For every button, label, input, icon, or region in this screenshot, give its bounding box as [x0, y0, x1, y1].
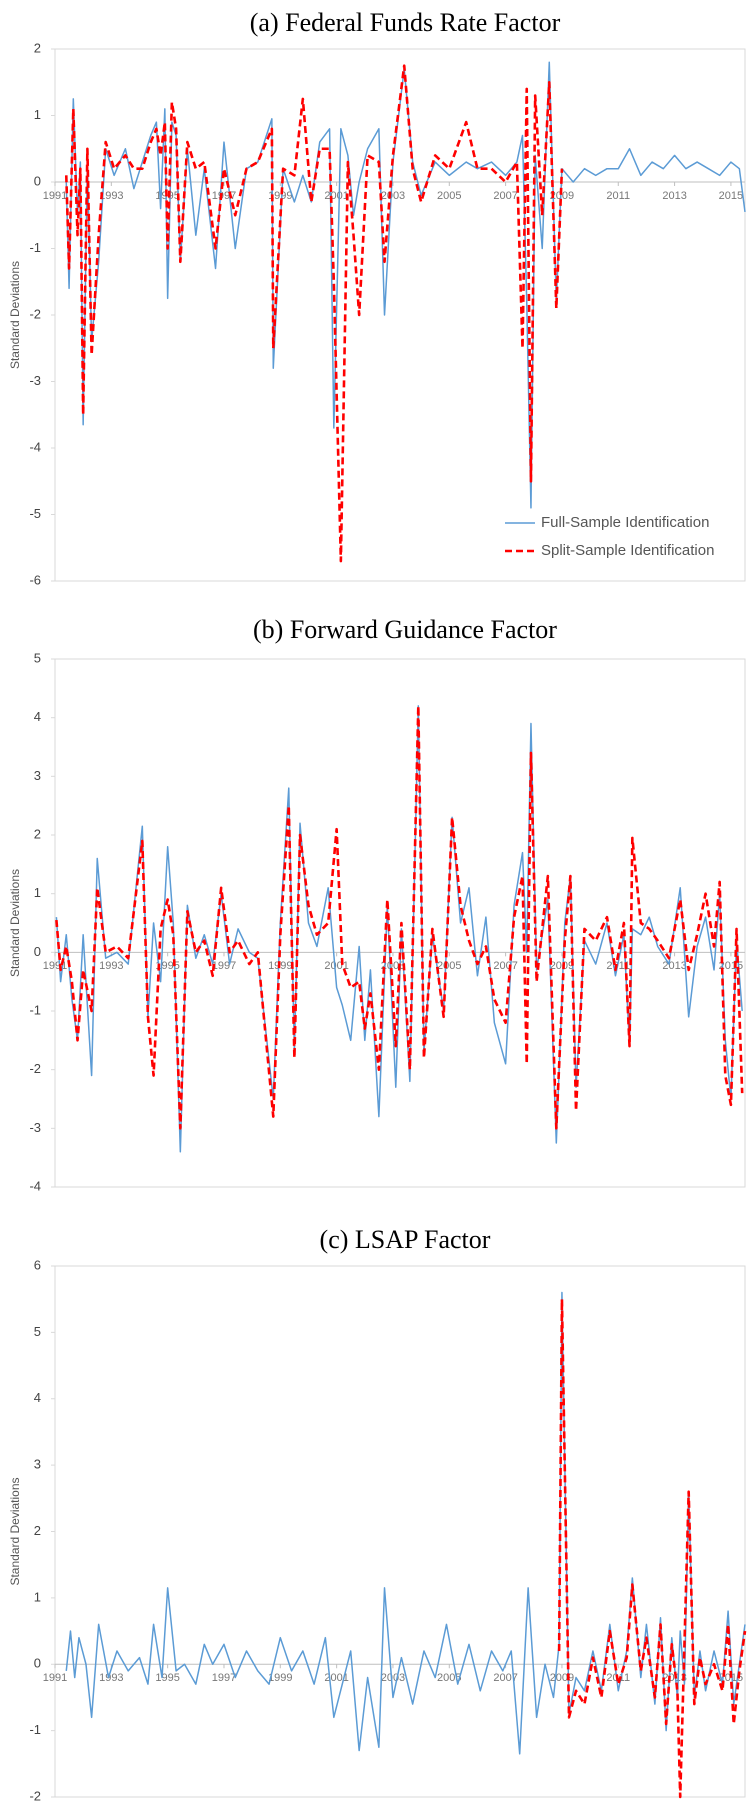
- x-tick-label: 1999: [268, 190, 292, 202]
- y-tick-label: -2: [29, 1788, 41, 1803]
- x-tick-label: 2003: [381, 190, 405, 202]
- x-tick-label: 2007: [493, 960, 517, 972]
- y-tick-label: 6: [34, 1257, 41, 1272]
- chart-title: (a) Federal Funds Rate Factor: [250, 8, 561, 37]
- x-tick-label: 2009: [550, 190, 574, 202]
- series-line: [55, 705, 743, 1153]
- y-tick-label: 5: [34, 1324, 41, 1339]
- x-tick-label: 1997: [212, 1672, 236, 1684]
- x-tick-label: 1993: [99, 1672, 123, 1684]
- x-tick-label: 1993: [99, 190, 123, 202]
- y-tick-label: 2: [34, 1523, 41, 1538]
- y-tick-label: 1: [34, 885, 41, 900]
- y-tick-label: -4: [29, 439, 41, 454]
- series-line: [65, 61, 746, 509]
- x-tick-label: 1993: [99, 960, 123, 972]
- y-axis-label: Standard Deviations: [8, 1477, 22, 1585]
- series-line: [65, 1291, 746, 1755]
- x-tick-label: 2007: [493, 190, 517, 202]
- y-tick-label: 3: [34, 1457, 41, 1472]
- plot-frame: [54, 48, 746, 582]
- y-tick-label: -2: [29, 1061, 41, 1076]
- y-tick-label: -3: [29, 373, 41, 388]
- chart-panel: (a) Federal Funds Rate Factor Standard De…: [8, 8, 746, 587]
- y-tick-label: 2: [34, 40, 41, 55]
- x-tick-label: 1991: [43, 1672, 67, 1684]
- series-line: [557, 1297, 747, 1799]
- x-tick-label: 2013: [662, 190, 686, 202]
- y-axis-label: Standard Deviations: [8, 869, 22, 977]
- y-tick-label: 1: [34, 1589, 41, 1604]
- y-tick-label: -3: [29, 1120, 41, 1135]
- y-tick-label: 0: [34, 1656, 41, 1671]
- y-axis-label: Standard Deviations: [8, 261, 22, 369]
- y-tick-label: -4: [29, 1178, 41, 1193]
- chart-panel: (b) Forward Guidance Factor Standard Devi…: [8, 615, 746, 1193]
- chart-title: (b) Forward Guidance Factor: [253, 615, 557, 644]
- y-tick-label: -6: [29, 572, 41, 587]
- x-tick-label: 1997: [212, 190, 236, 202]
- plot-frame: [54, 1265, 746, 1798]
- x-tick-label: 2011: [606, 960, 630, 972]
- y-tick-label: 2: [34, 826, 41, 841]
- x-tick-label: 1999: [268, 1672, 292, 1684]
- y-tick-label: 5: [34, 650, 41, 665]
- x-tick-label: 2005: [437, 960, 461, 972]
- y-tick-label: 4: [34, 709, 41, 724]
- y-tick-label: -1: [29, 1722, 41, 1737]
- plot-frame: [54, 658, 746, 1188]
- x-tick-label: 2009: [550, 960, 574, 972]
- x-tick-label: 2005: [437, 190, 461, 202]
- y-tick-label: -1: [29, 1002, 41, 1017]
- legend-label: Split-Sample Identification: [541, 542, 714, 559]
- x-tick-label: 1995: [155, 1672, 179, 1684]
- y-tick-label: 4: [34, 1390, 41, 1405]
- y-tick-label: 1: [34, 107, 41, 122]
- x-tick-label: 2001: [324, 190, 348, 202]
- y-tick-label: -1: [29, 240, 41, 255]
- x-tick-label: 2015: [719, 190, 743, 202]
- y-tick-label: 0: [34, 173, 41, 188]
- legend-label: Full-Sample Identification: [541, 514, 709, 531]
- x-tick-label: 2007: [493, 1672, 517, 1684]
- x-tick-label: 2009: [550, 1672, 574, 1684]
- y-tick-label: -5: [29, 506, 41, 521]
- series-line: [64, 64, 564, 563]
- chart-title: (c) LSAP Factor: [320, 1225, 491, 1254]
- y-tick-label: -2: [29, 306, 41, 321]
- x-tick-label: 2011: [606, 190, 630, 202]
- x-tick-label: 1991: [43, 190, 67, 202]
- y-tick-label: 0: [34, 944, 41, 959]
- x-tick-label: 2003: [381, 1672, 405, 1684]
- y-tick-label: 3: [34, 768, 41, 783]
- series-line: [55, 704, 744, 1130]
- x-tick-label: 2013: [662, 960, 686, 972]
- x-tick-label: 1997: [212, 960, 236, 972]
